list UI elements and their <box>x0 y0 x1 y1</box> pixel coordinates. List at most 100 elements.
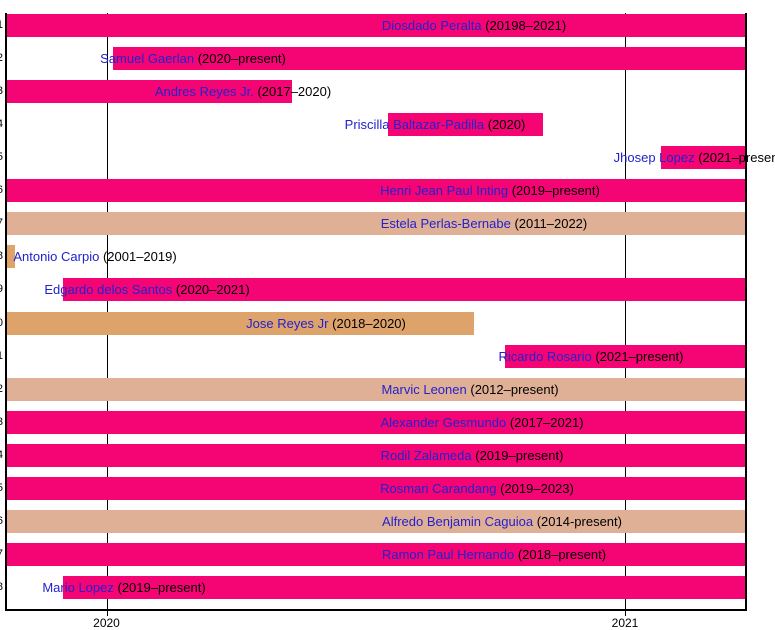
x-axis-line <box>4 609 747 611</box>
gantt-bar <box>5 410 745 434</box>
bar-label: Edgardo delos Santos (2020–2021) <box>44 278 249 301</box>
bar-label-dates: (2017–2021) <box>509 414 584 430</box>
bar-label: Priscilla Baltazar-Padilla (2020) <box>345 113 526 136</box>
bar-label-name: Estela Perlas-Bernabe <box>380 216 511 232</box>
bar-label: Rodil Zalameda (2019–present) <box>381 444 564 467</box>
gantt-bar <box>62 576 745 600</box>
bar-label-name: Jhosep Lopez <box>613 150 695 166</box>
bar-label-name: Marvic Leonen <box>381 381 467 397</box>
bar-label-dates: (2012–present) <box>470 381 559 397</box>
bar-label-dates: (2021–present) <box>595 348 684 364</box>
bar-label-dates: (2011–2022) <box>514 216 588 232</box>
bar-label-dates: (2019–present) <box>475 447 564 463</box>
gantt-bar <box>5 179 745 203</box>
y-tick-label: 6 <box>0 179 3 202</box>
bar-label-dates: (2018–2020) <box>332 315 406 331</box>
bar-label-name: Priscilla Baltazar-Padilla <box>344 117 485 133</box>
x-tick-label: 2021 <box>611 616 639 630</box>
bar-label: Jose Reyes Jr (2018–2020) <box>246 312 406 335</box>
x-tick-label: 2020 <box>93 616 120 630</box>
bar-label-name: Andres Reyes Jr. <box>154 84 254 100</box>
gridline-2021 <box>625 13 626 609</box>
gantt-bar <box>5 14 745 37</box>
bar-label: Marvic Leonen (2012–present) <box>381 378 558 401</box>
gantt-bar <box>660 146 745 170</box>
y-tick-label: 3 <box>0 80 3 103</box>
bar-label-name: Alexander Gesmundo <box>380 414 507 430</box>
bar-label: Ricardo Rosario (2021–present) <box>499 345 684 368</box>
gantt-bar <box>5 212 745 236</box>
y-tick-label: 5 <box>0 146 3 169</box>
bar-label-name: Diosdado Peralta <box>381 18 482 33</box>
right-axis-line <box>745 13 747 611</box>
gantt-bar <box>6 245 16 269</box>
bar-label-name: Edgardo delos Santos <box>44 282 173 298</box>
bar-label-name: Henri Jean Paul Inting <box>380 183 509 199</box>
y-tick-label: 18 <box>0 576 3 599</box>
gridline-2020 <box>106 13 108 609</box>
bar-label: Henri Jean Paul Inting (2019–present) <box>380 179 600 202</box>
x-tick-mark <box>106 610 108 616</box>
bar-label-name: Rodil Zalameda <box>380 447 472 463</box>
bar-label: Mario Lopez (2019–present) <box>42 576 205 599</box>
gantt-bar <box>5 542 745 566</box>
gantt-bar <box>62 278 745 302</box>
bar-label: Estela Perlas-Bernabe (2011–2022) <box>381 212 587 235</box>
bar-label-dates: (2001–2019) <box>102 249 177 265</box>
gantt-bar <box>5 80 293 104</box>
gantt-bar <box>388 113 544 137</box>
bar-label-dates: (20198–2021) <box>485 18 567 33</box>
bar-label: Rosmari Carandang (2019–2023) <box>380 477 574 500</box>
bar-label-dates: (2019–2023) <box>500 480 574 496</box>
bar-label-dates: (2014-present) <box>536 513 622 529</box>
y-tick-label: 14 <box>0 444 3 467</box>
gantt-bar <box>5 476 745 500</box>
y-tick-label: 2 <box>0 47 3 70</box>
y-tick-label: 4 <box>0 113 3 136</box>
bar-label: Alexander Gesmundo (2017–2021) <box>380 411 583 434</box>
gantt-bar <box>5 377 745 401</box>
bar-label-dates: (2019–present) <box>511 183 600 199</box>
bar-label: Samuel Gaerlan (2020–present) <box>100 47 286 70</box>
y-tick-label: 13 <box>0 411 3 434</box>
bar-label-dates: (2020–2021) <box>175 282 250 298</box>
bar-label-name: Ricardo Rosario <box>498 348 592 364</box>
bar-label: Ramon Paul Hernando (2018–present) <box>382 543 606 566</box>
y-tick-label: 9 <box>0 278 3 301</box>
gantt-bar <box>5 509 745 533</box>
y-tick-label: 12 <box>0 378 3 401</box>
bar-label-dates: (2020) <box>487 117 526 133</box>
y-tick-label: 17 <box>0 543 3 566</box>
y-axis-line <box>5 13 7 611</box>
bar-label-dates: (2017–2020) <box>257 84 332 100</box>
y-tick-label: 16 <box>0 510 3 533</box>
bar-label-name: Rosmari Carandang <box>380 480 497 496</box>
gantt-bar <box>113 47 745 71</box>
y-tick-label: 7 <box>0 212 3 235</box>
y-tick-label: 1 <box>0 14 3 37</box>
bar-label-dates: (2021–present) <box>698 150 775 166</box>
bar-label-name: Antonio Carpio <box>13 249 100 265</box>
bar-label-dates: (2018–present) <box>517 546 607 562</box>
bar-label: Jhosep Lopez (2021–present) <box>614 146 775 169</box>
bar-label: Antonio Carpio (2001–2019) <box>13 245 176 268</box>
gantt-bar <box>505 344 745 368</box>
y-tick-label: 15 <box>0 477 3 500</box>
bar-label-name: Mario Lopez <box>42 580 114 596</box>
bar-label-name: Jose Reyes Jr <box>246 315 329 331</box>
bar-label-dates: (2020–present) <box>197 51 286 67</box>
bar-label: Alfredo Benjamin Caguioa (2014-present) <box>382 510 622 533</box>
bar-label-name: Samuel Gaerlan <box>100 51 195 67</box>
y-tick-label: 11 <box>0 345 3 368</box>
bar-label: Andres Reyes Jr. (2017–2020) <box>155 80 331 103</box>
y-tick-label: 8 <box>0 245 3 268</box>
gantt-bar <box>5 443 745 467</box>
bar-label-dates: (2019–present) <box>117 580 206 596</box>
y-tick-label: 10 <box>0 312 3 335</box>
x-tick-mark <box>625 610 626 616</box>
bar-label: Diosdado Peralta (20198–2021) <box>382 14 566 37</box>
bar-label-name: Alfredo Benjamin Caguioa <box>382 513 534 529</box>
bar-label-name: Ramon Paul Hernando <box>381 546 515 562</box>
gantt-bar <box>5 311 475 335</box>
